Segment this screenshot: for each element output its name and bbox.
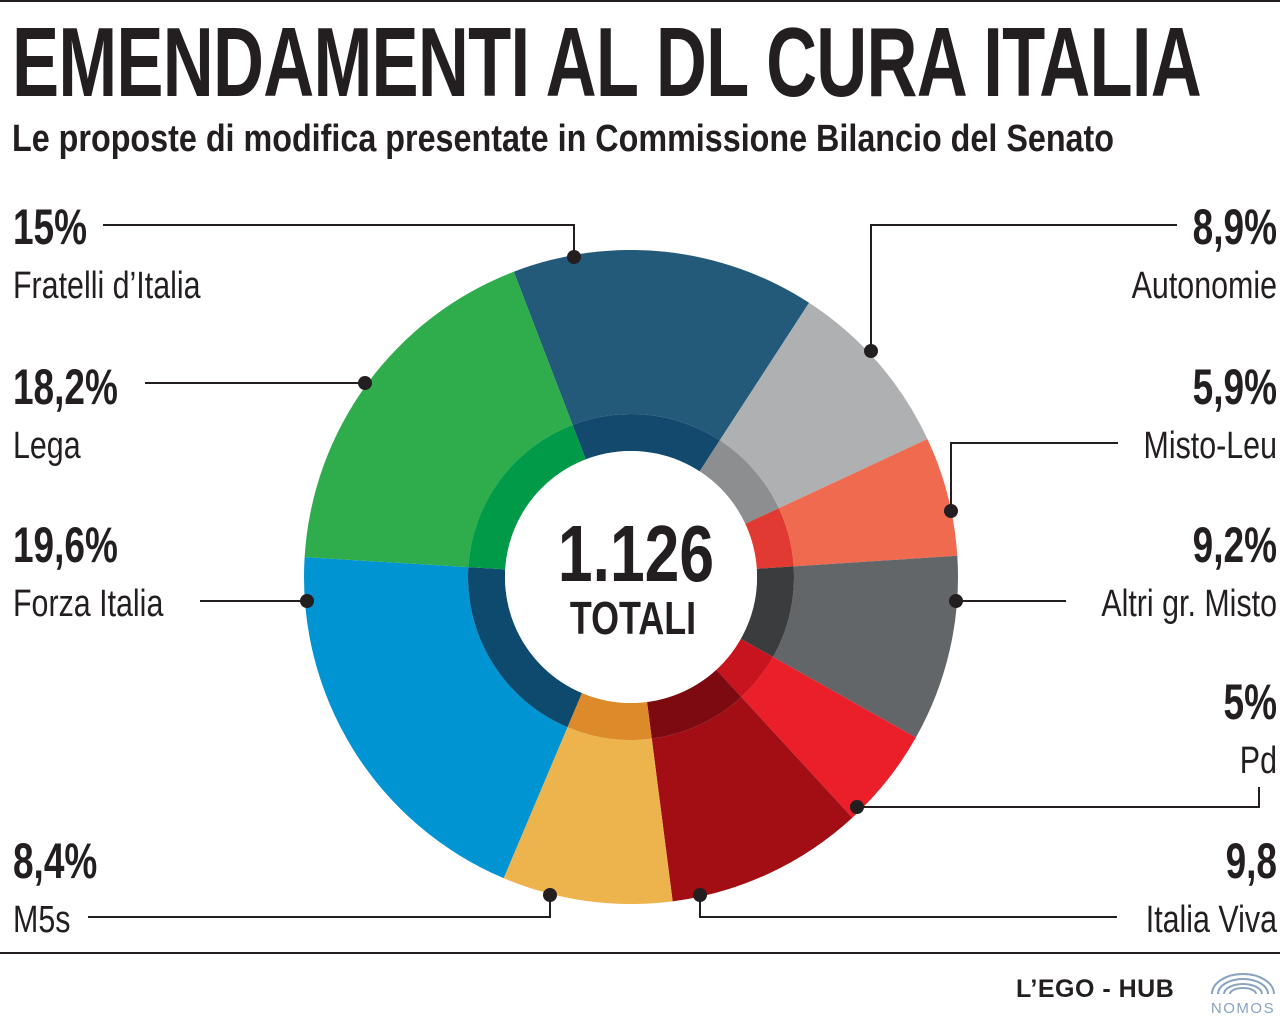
name-label-altri-gr-misto: Altri gr. Misto xyxy=(1101,583,1277,625)
leader-dot-lega xyxy=(358,376,372,390)
pct-label-altri-gr-misto: 9,2% xyxy=(1193,518,1277,574)
slice-autonomie xyxy=(719,302,928,509)
leader-line-pd xyxy=(857,787,1260,808)
labels-group: 15% Fratelli d’Italia 8,9% Autonomie 5,9% Mis… xyxy=(13,200,1278,941)
slice-inner-fratelli-d-italia xyxy=(572,414,720,472)
name-label-m5s: M5s xyxy=(13,899,70,941)
leader-dot-pd xyxy=(850,800,864,814)
leader-line-autonomie xyxy=(870,224,1177,351)
pct-label-fratelli-d-italia: 15% xyxy=(13,200,87,256)
leader-dot-m5s xyxy=(543,888,557,902)
name-label-fratelli-d-italia: Fratelli d’Italia xyxy=(13,265,201,307)
name-label-pd: Pd xyxy=(1240,740,1277,782)
leader-dot-fratelli-d-italia xyxy=(567,250,581,264)
name-label-italia-viva: Italia Viva xyxy=(1146,899,1278,941)
slices-group xyxy=(303,250,958,904)
leader-line-misto-leu xyxy=(950,442,1118,511)
pct-label-forza-italia: 19,6% xyxy=(13,518,118,574)
pct-label-lega: 18,2% xyxy=(13,360,118,416)
slice-inner-pd xyxy=(716,638,774,697)
slice-inner-forza-italia xyxy=(468,567,582,728)
slice-pd xyxy=(741,657,916,818)
slice-inner-autonomie xyxy=(699,440,779,524)
leader-dot-autonomie xyxy=(864,344,878,358)
slice-lega xyxy=(304,271,573,568)
pct-label-italia-viva: 9,8 xyxy=(1226,834,1277,890)
leader-lines-group xyxy=(88,224,1260,918)
leader-dot-misto-leu xyxy=(944,504,958,518)
name-label-lega: Lega xyxy=(13,425,81,467)
pct-label-autonomie: 8,9% xyxy=(1193,200,1277,256)
name-label-forza-italia: Forza Italia xyxy=(13,583,164,625)
leader-line-fratelli-d-italia xyxy=(103,224,575,257)
slice-inner-italia-viva xyxy=(647,669,742,739)
top-rule xyxy=(0,0,1280,2)
slice-inner-altri-gr-misto xyxy=(740,566,795,658)
slice-forza-italia xyxy=(303,557,568,879)
pct-label-m5s: 8,4% xyxy=(13,834,97,890)
slice-inner-lega xyxy=(468,424,586,570)
slice-inner-misto-leu xyxy=(745,508,794,569)
name-label-autonomie: Autonomie xyxy=(1132,265,1277,307)
total-label: TOTALI xyxy=(570,593,696,644)
leader-dot-forza-italia xyxy=(300,594,314,608)
slice-m5s xyxy=(503,727,673,904)
name-label-misto-leu: Misto-Leu xyxy=(1144,425,1277,467)
leader-line-m5s xyxy=(88,895,551,918)
credit-text: L’EGO - HUB xyxy=(1016,975,1175,1003)
slice-misto-leu xyxy=(778,439,958,567)
slice-fratelli-d-italia xyxy=(513,250,810,441)
nomos-logo: NOMOS xyxy=(1211,973,1275,1016)
leader-line-italia-viva xyxy=(699,895,1117,918)
slice-inner-m5s xyxy=(567,693,652,740)
slice-altri-gr-misto xyxy=(773,555,958,738)
bottom-rule xyxy=(0,952,1280,954)
leader-dot-altri-gr-misto xyxy=(949,594,963,608)
center-disc xyxy=(505,451,757,703)
leader-dot-italia-viva xyxy=(693,888,707,902)
slice-italia-viva xyxy=(651,696,853,902)
chart-subtitle: Le proposte di modifica presentate in Co… xyxy=(12,118,1115,160)
logo-text: NOMOS xyxy=(1211,1000,1275,1016)
total-value: 1.126 xyxy=(558,510,714,599)
pct-label-misto-leu: 5,9% xyxy=(1193,360,1277,416)
chart-title: EMENDAMENTI AL DL CURA ITALIA xyxy=(12,7,1202,117)
pct-label-pd: 5% xyxy=(1224,675,1277,731)
